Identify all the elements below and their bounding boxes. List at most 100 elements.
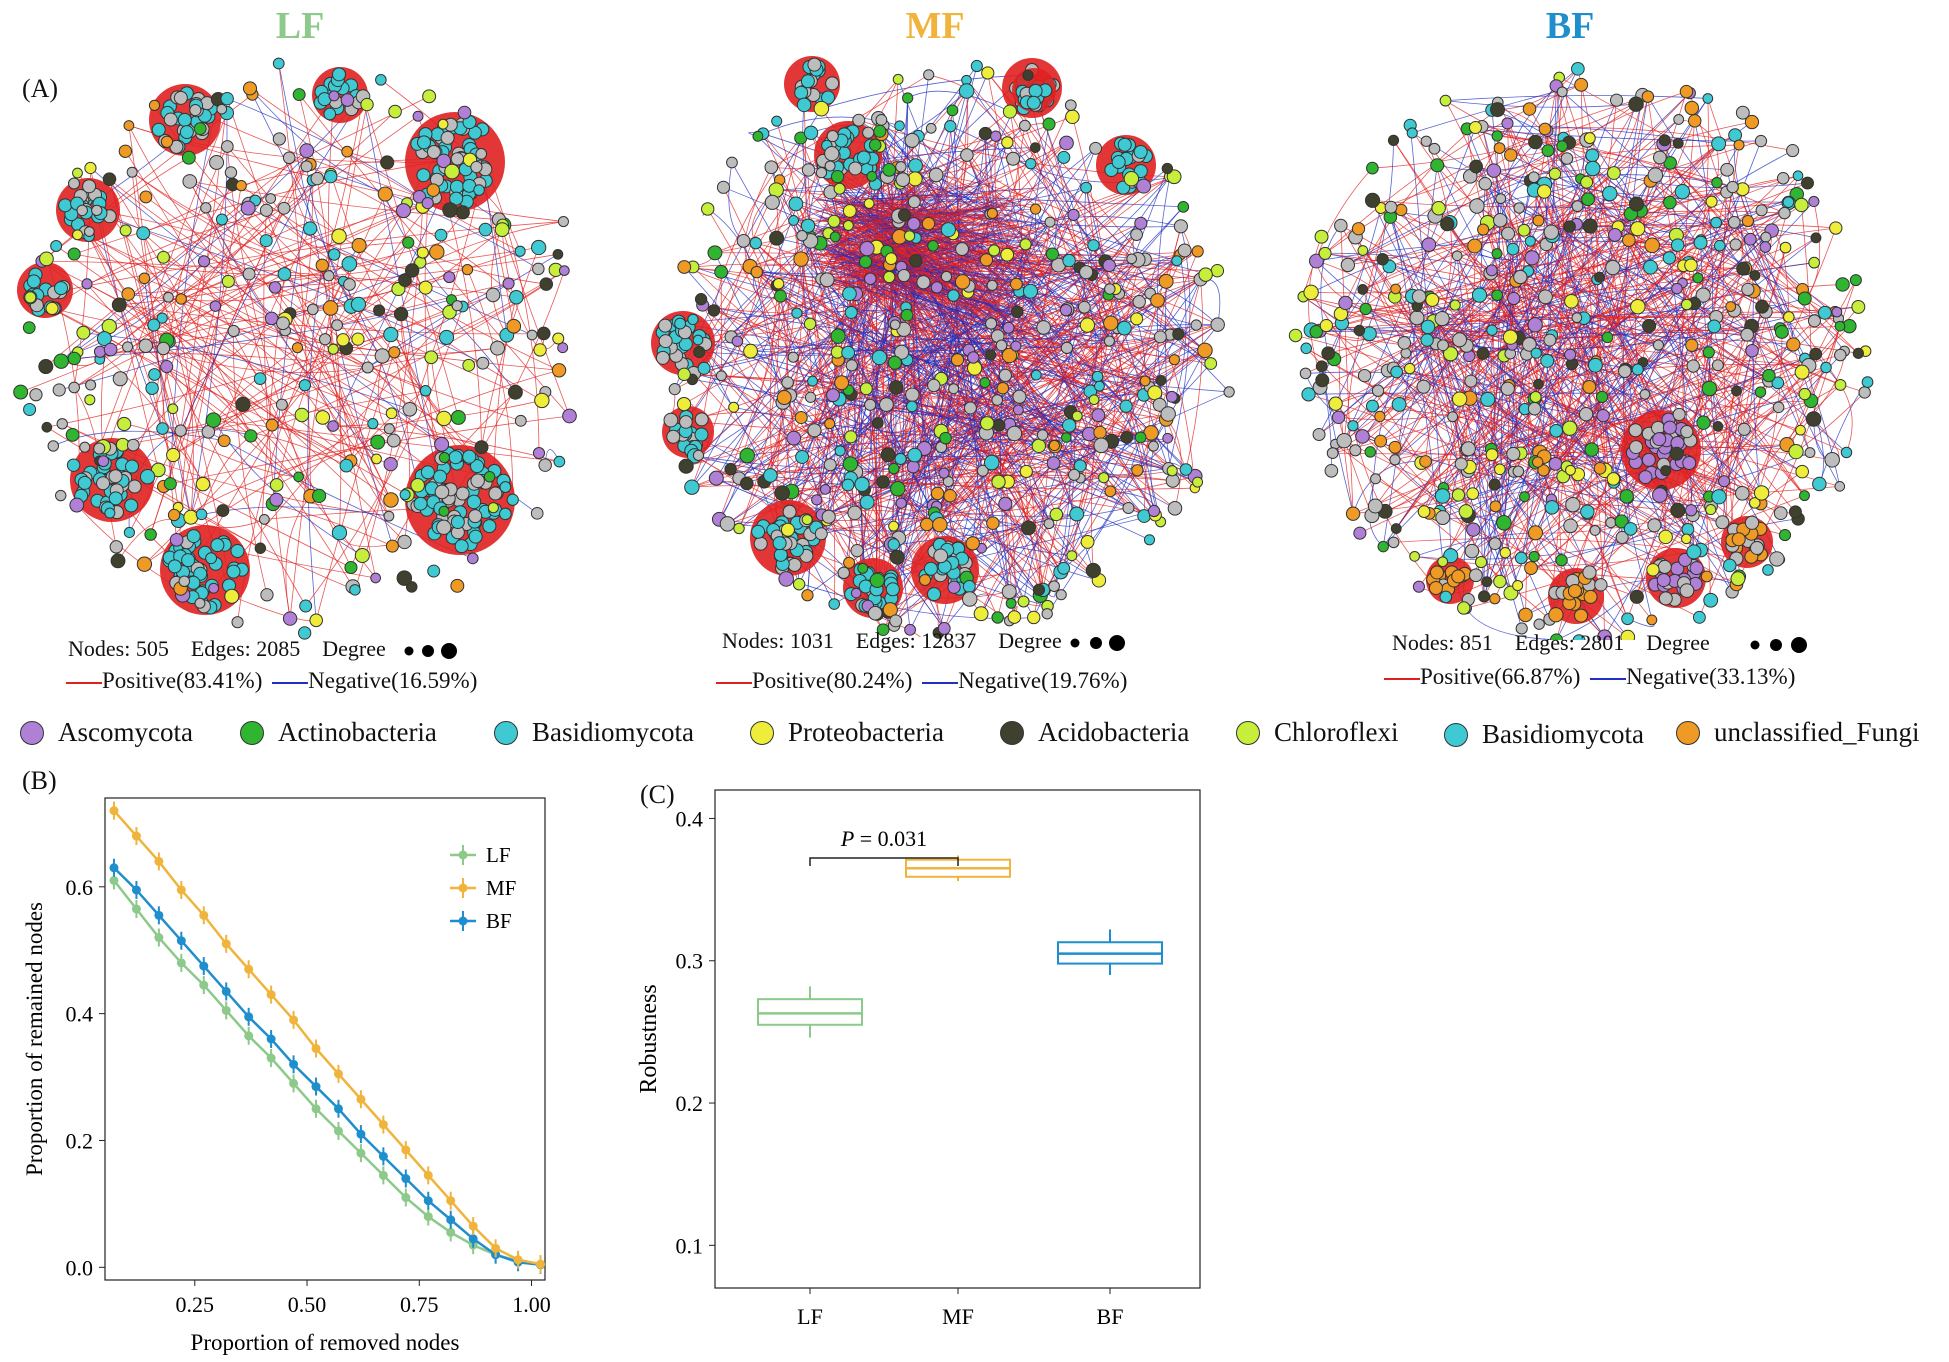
network-edge	[1570, 524, 1695, 553]
network-node	[1593, 461, 1607, 475]
edge-legend-bf: Positive(66.87%) Negative(33.13%)	[1384, 664, 1795, 690]
network-node	[842, 456, 859, 472]
data-point	[468, 1234, 478, 1244]
network-node	[1318, 246, 1332, 260]
network-node	[189, 104, 202, 117]
network-edge	[796, 312, 1078, 417]
network-node	[65, 427, 80, 442]
network-node	[1449, 299, 1461, 311]
network-node	[259, 234, 273, 248]
network-node	[328, 90, 340, 102]
network-node	[1696, 415, 1711, 430]
data-point	[311, 1104, 321, 1114]
network-node	[1390, 283, 1401, 295]
network-node	[879, 397, 894, 412]
network-node	[1673, 114, 1685, 125]
network-edge	[1009, 355, 1169, 415]
network-node	[1435, 510, 1451, 525]
network-edge	[830, 209, 1021, 282]
network-node	[795, 450, 810, 464]
network-node	[54, 281, 69, 296]
network-node	[264, 311, 279, 326]
network-node	[960, 148, 974, 162]
network-node	[468, 529, 483, 544]
network-node	[475, 148, 488, 160]
legend-marker	[458, 916, 468, 926]
y-tick-label: 0.4	[676, 806, 704, 831]
network-node	[315, 410, 331, 425]
network-node	[1486, 163, 1502, 178]
network-edge	[1375, 143, 1719, 507]
network-edge	[86, 209, 267, 285]
network-edge	[1523, 181, 1587, 231]
network-node	[1771, 376, 1785, 390]
network-node	[707, 304, 721, 317]
network-edge	[1552, 235, 1806, 359]
network-edge	[849, 274, 1042, 315]
network-node	[1117, 320, 1132, 336]
network-edge	[166, 202, 428, 341]
network-node	[1001, 584, 1017, 600]
network-edge	[1520, 276, 1803, 472]
network-edge	[1801, 204, 1812, 401]
network-edge	[816, 273, 985, 329]
network-node	[1715, 515, 1730, 530]
network-edge	[1496, 294, 1737, 559]
network-node	[470, 473, 485, 489]
network-node	[552, 332, 565, 345]
network-node	[166, 447, 181, 463]
network-edge	[74, 299, 452, 359]
network-module	[662, 406, 714, 458]
network-node	[1148, 440, 1159, 452]
network-node	[1607, 166, 1621, 180]
network-node	[167, 403, 179, 415]
network-node	[1702, 346, 1715, 359]
network-edge	[966, 555, 1073, 579]
network-node	[778, 571, 794, 587]
network-node	[1400, 347, 1412, 359]
network-node	[1630, 221, 1646, 237]
network-node	[1861, 376, 1874, 388]
network-node	[558, 265, 570, 276]
data-point	[154, 910, 164, 920]
network-node	[1088, 394, 1100, 406]
network-node	[1057, 150, 1071, 164]
network-node	[397, 534, 412, 550]
network-node	[1134, 216, 1148, 230]
network-node	[427, 564, 441, 578]
y-axis-label: Robustness	[636, 984, 662, 1093]
network-title-mf: MF	[905, 5, 965, 47]
network-module	[843, 558, 903, 618]
network-edge	[41, 94, 253, 262]
network-node	[272, 57, 285, 70]
y-tick-label: 0.6	[66, 875, 94, 900]
network-node	[1522, 337, 1537, 352]
legend-item-ascomycota: Ascomycota	[20, 717, 193, 748]
network-node	[897, 268, 911, 283]
network-node	[1491, 248, 1503, 260]
data-point	[378, 1170, 388, 1180]
network-node	[1002, 321, 1015, 334]
network-node	[996, 381, 1010, 395]
network-node	[701, 202, 715, 216]
network-node	[1737, 422, 1751, 436]
data-point	[221, 986, 231, 996]
legend-label: Basidiomycota	[532, 717, 694, 747]
data-point	[176, 936, 186, 946]
network-node	[388, 104, 402, 119]
network-node	[398, 273, 412, 288]
network-node	[857, 562, 869, 574]
network-node	[1519, 491, 1530, 503]
network-node	[1582, 218, 1598, 234]
network-node	[1669, 446, 1684, 461]
network-edge	[985, 133, 1015, 618]
network-node	[988, 244, 1001, 257]
network-node	[343, 278, 356, 291]
network-node	[167, 559, 182, 574]
network-node	[178, 575, 191, 588]
network-node	[1555, 554, 1568, 567]
network-node	[1160, 406, 1176, 422]
network-node	[175, 293, 187, 305]
network-node	[1544, 500, 1560, 515]
network-node	[1077, 300, 1091, 314]
